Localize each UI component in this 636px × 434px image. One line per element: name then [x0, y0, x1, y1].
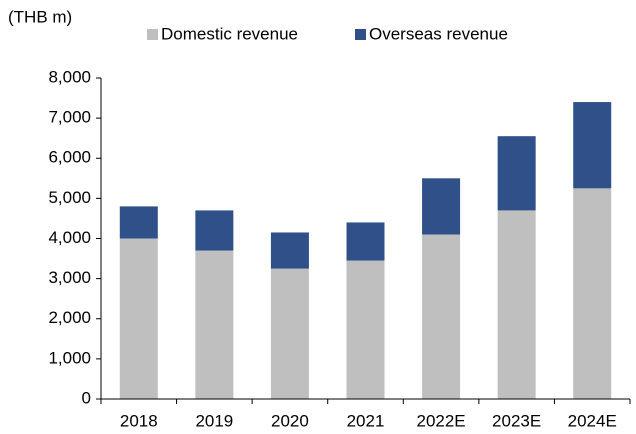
bar-segment [195, 210, 234, 251]
bar-segment [422, 178, 461, 235]
legend-swatch [147, 29, 158, 40]
x-tick-label: 2019 [195, 411, 233, 430]
legend-swatch [355, 29, 366, 40]
bar-segment [497, 210, 536, 399]
x-tick-label: 2023E [492, 411, 541, 430]
bar-segment [346, 260, 385, 399]
x-tick-label: 2018 [120, 411, 158, 430]
bar-segment [119, 206, 158, 239]
y-tick-label: 8,000 [48, 67, 91, 86]
x-tick-label: 2024E [568, 411, 617, 430]
bar-segment [497, 136, 536, 211]
x-tick-label: 2020 [271, 411, 309, 430]
legend-label: Domestic revenue [161, 24, 298, 43]
x-tick-label: 2022E [416, 411, 465, 430]
y-tick-label: 0 [82, 388, 91, 407]
bar-segment [573, 188, 612, 399]
y-tick-label: 4,000 [48, 228, 91, 247]
bar-segment [195, 250, 234, 399]
y-tick-label: 3,000 [48, 268, 91, 287]
y-tick-label: 6,000 [48, 148, 91, 167]
x-tick-label: 2021 [347, 411, 385, 430]
bar-segment [573, 102, 612, 189]
y-tick-label: 2,000 [48, 308, 91, 327]
y-tick-label: 5,000 [48, 188, 91, 207]
bar-segment [346, 222, 385, 261]
bar-segment [270, 268, 309, 399]
bar-segment [270, 232, 309, 269]
y-axis-label: (THB m) [8, 7, 72, 26]
bar-segment [422, 234, 461, 399]
legend-label: Overseas revenue [369, 24, 508, 43]
y-tick-label: 7,000 [48, 108, 91, 127]
bar-segment [119, 238, 158, 399]
y-tick-label: 1,000 [48, 348, 91, 367]
